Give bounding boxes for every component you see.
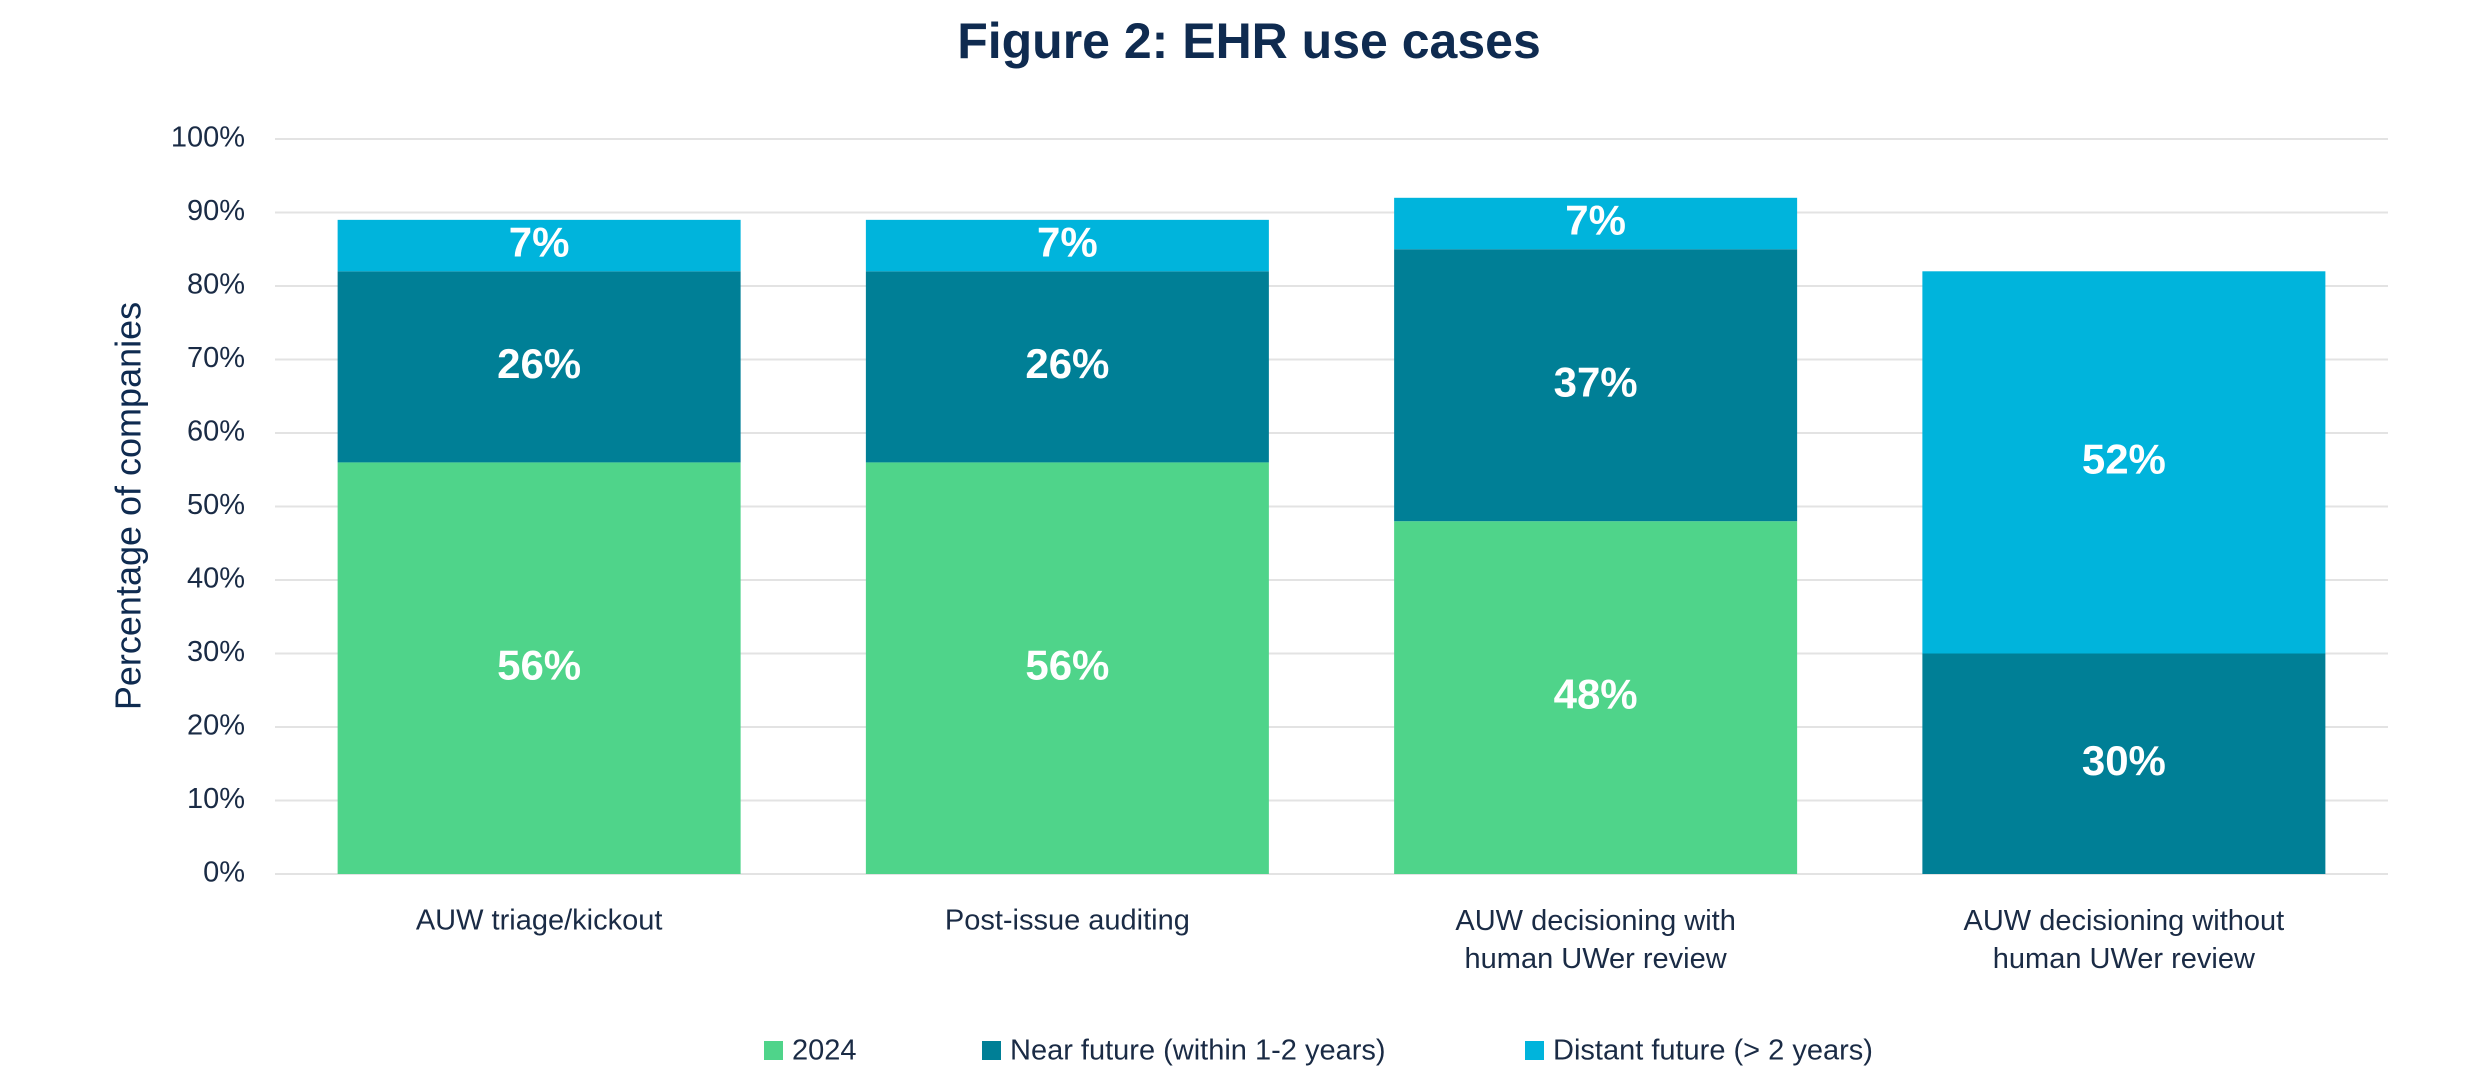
bar-segment [865, 271, 1269, 463]
data-label: 30% [2082, 737, 2166, 784]
chart-title: Figure 2: EHR use cases [957, 13, 1541, 69]
bar-segment [1394, 249, 1798, 522]
data-label: 52% [2082, 435, 2166, 482]
y-tick-label: 50% [187, 489, 245, 521]
y-tick-label: 10% [187, 783, 245, 815]
data-label: 37% [1554, 358, 1638, 405]
y-tick-label: 80% [187, 269, 245, 301]
y-tick-label: 70% [187, 342, 245, 374]
x-tick-label: Post-issue auditing [945, 905, 1190, 937]
bar-segment [337, 271, 741, 463]
bar-segment [337, 219, 741, 272]
data-label: 48% [1554, 671, 1638, 718]
y-tick-label: 60% [187, 416, 245, 448]
bar-segment [865, 462, 1269, 874]
data-label: 7% [1037, 219, 1098, 266]
data-label: 56% [497, 641, 581, 688]
legend-swatch [982, 1041, 1001, 1060]
data-label: 26% [497, 340, 581, 387]
y-tick-label: 0% [203, 857, 245, 889]
x-tick-label: AUW decisioning with human UWer review [1455, 905, 1735, 975]
x-tick-label: AUW decisioning without human UWer review [1963, 905, 2284, 975]
bar-segment [1922, 653, 2326, 874]
bar-segment [1922, 271, 2326, 654]
data-label: 26% [1025, 340, 1109, 387]
bar-segment [1394, 197, 1798, 250]
y-tick-label: 100% [171, 122, 245, 154]
y-axis-title: Percentage of companies [108, 302, 149, 710]
legend-swatch [764, 1041, 783, 1060]
bar-segment [865, 219, 1269, 272]
y-tick-label: 40% [187, 563, 245, 595]
y-tick-label: 20% [187, 710, 245, 742]
legend-label: Distant future (> 2 years) [1553, 1035, 1873, 1067]
legend-swatch [1525, 1041, 1544, 1060]
y-tick-label: 30% [187, 636, 245, 668]
x-tick-label: AUW triage/kickout [416, 905, 663, 937]
data-label: 7% [509, 219, 570, 266]
data-label: 7% [1565, 197, 1626, 244]
y-tick-label: 90% [187, 195, 245, 227]
legend-label: Near future (within 1-2 years) [1010, 1035, 1386, 1067]
data-label: 56% [1025, 641, 1109, 688]
legend-label: 2024 [792, 1035, 857, 1067]
bar-segment [1394, 521, 1798, 874]
bar-segment [337, 462, 741, 874]
